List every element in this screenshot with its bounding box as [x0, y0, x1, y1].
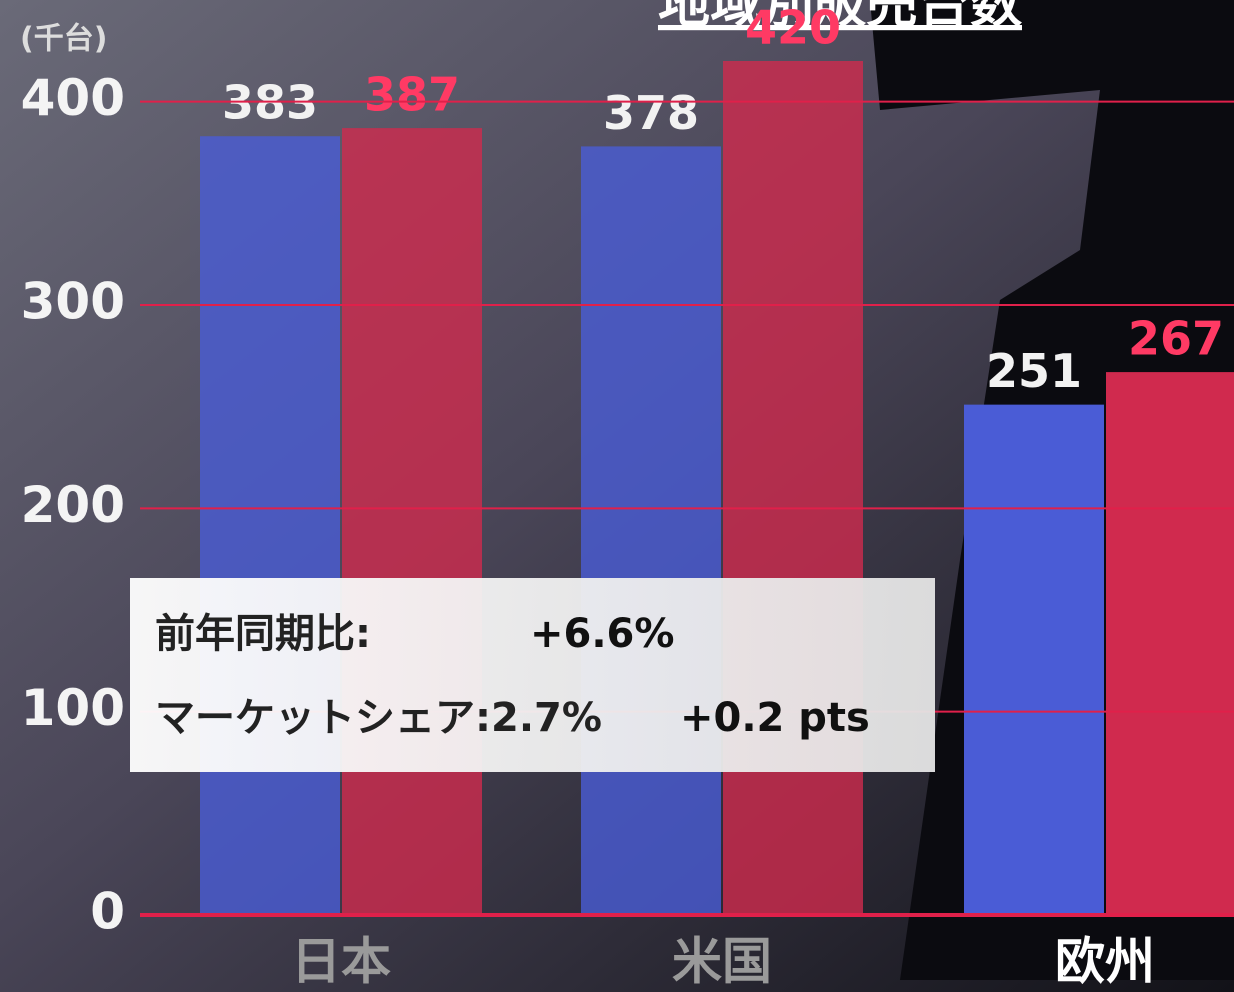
- y-tick-label: 0: [90, 883, 125, 941]
- bar: [723, 61, 863, 915]
- y-tick-label: 300: [21, 273, 125, 331]
- value-label: 378: [603, 86, 699, 140]
- annotation: マーケットシェア:2.7%: [155, 695, 602, 741]
- bar: [200, 136, 340, 915]
- value-label: 420: [745, 1, 841, 55]
- x-tick-label: 欧州: [1055, 933, 1155, 991]
- y-tick-label: 100: [21, 679, 125, 737]
- value-label: 383: [222, 76, 318, 130]
- annotation: 前年同期比:: [155, 611, 371, 657]
- annotation: +6.6%: [530, 611, 674, 657]
- unit-label: (千台): [20, 22, 107, 57]
- bar: [581, 146, 721, 915]
- bar: [342, 128, 482, 916]
- chart-title: 地域別販売台数: [658, 0, 1022, 35]
- bar: [964, 404, 1104, 915]
- annotation-box: [130, 578, 935, 772]
- value-label: 267: [1128, 312, 1224, 366]
- y-tick-label: 200: [21, 476, 125, 534]
- value-label: 251: [986, 344, 1082, 398]
- bar: [1106, 372, 1234, 916]
- x-tick-label: 日本: [291, 933, 391, 991]
- y-tick-label: 400: [21, 69, 125, 127]
- value-label: 387: [364, 68, 460, 122]
- x-tick-label: 米国: [672, 933, 772, 991]
- annotation: +0.2 pts: [680, 695, 870, 741]
